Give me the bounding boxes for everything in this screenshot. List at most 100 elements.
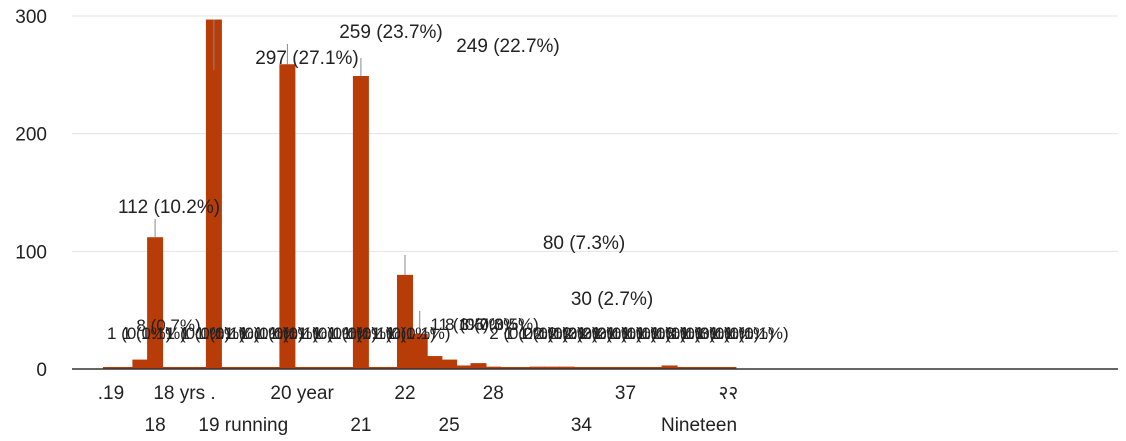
bar: [455, 365, 472, 369]
data-label: 5 (0.5%): [475, 315, 539, 334]
bar: [220, 367, 237, 369]
bar: [529, 366, 546, 369]
data-label: 1 (0.1%): [166, 324, 230, 343]
data-label: 259 (23.7%): [339, 22, 443, 43]
bar: [544, 366, 560, 369]
bar: [338, 367, 355, 369]
data-label: 112 (10.2%): [118, 197, 220, 218]
data-label: 1 (0.1%): [269, 324, 333, 343]
data-label: 1 (0.1%): [239, 324, 303, 343]
data-label: 30 (2.7%): [571, 289, 653, 310]
x-tick-label: 21: [350, 415, 371, 436]
x-tick-label: Nineteen: [661, 415, 737, 436]
data-label: 1 (0.1%): [607, 324, 671, 343]
x-axis-tick-labels: .19 18 yrs . 20 year 22 28 37 २२ 18 19 running 21…: [98, 383, 738, 436]
bar: [308, 367, 325, 369]
bar: [558, 366, 575, 369]
data-label: 1 (0.1%): [695, 324, 759, 343]
bar: [250, 367, 266, 369]
bar: [323, 367, 340, 369]
bar: [588, 367, 605, 369]
data-label: 1 (0.1%): [592, 324, 656, 343]
y-tick-label: 0: [36, 360, 47, 381]
bar: [382, 367, 399, 369]
x-tick-label: 18: [145, 415, 166, 436]
x-tick-label: 18 yrs .: [153, 383, 215, 404]
data-label: 1 (0.1%): [519, 324, 583, 343]
data-label: 1 (0.1%): [313, 324, 377, 343]
data-label: 2 (0.2%): [489, 324, 553, 343]
bar: [441, 359, 458, 369]
data-label: 297 (27.1%): [255, 48, 359, 69]
data-label: 1 (0.1%): [577, 324, 641, 343]
data-label: 1 (0.1%): [254, 324, 318, 343]
y-tick-label: 100: [15, 242, 47, 263]
bar: [279, 64, 296, 369]
x-tick-label: २२: [719, 383, 739, 404]
bar: [720, 367, 737, 369]
bar: [470, 363, 487, 369]
x-tick-label: 20 year: [270, 383, 334, 404]
bar: [294, 367, 311, 369]
bar: [485, 366, 502, 369]
data-label: 1 (0.1%): [298, 324, 362, 343]
data-label: 1 (0.1%): [710, 324, 774, 343]
bar: [411, 333, 428, 369]
data-label: 11 (1%): [430, 315, 488, 334]
data-label: 80 (7.3%): [543, 233, 625, 254]
bar: [514, 367, 531, 369]
x-tick-label: 19 running: [198, 415, 288, 436]
bars: [103, 19, 737, 370]
bar: [705, 367, 722, 369]
bar: [426, 356, 443, 369]
data-label: 1 (0.1%): [372, 324, 436, 343]
data-label: 2 (0.2%): [563, 324, 627, 343]
y-tick-label: 300: [15, 7, 47, 28]
bar: [676, 367, 693, 369]
data-label: 1 (0.1%): [342, 324, 406, 343]
data-label: 1 (0.1%): [622, 324, 686, 343]
bar: [103, 367, 119, 369]
data-label: 1 (0.1%): [181, 324, 245, 343]
data-label: 1 (0.1%): [680, 324, 744, 343]
data-label: 1 (0.1%): [122, 324, 186, 343]
bar: [661, 365, 678, 369]
bar: [176, 367, 193, 369]
bar: [646, 367, 663, 369]
bar: [205, 19, 222, 370]
data-label: 2 (0.2%): [533, 324, 597, 343]
bar: [147, 237, 164, 369]
data-label: 1 (0.1%): [724, 324, 788, 343]
bar: [235, 367, 252, 369]
data-label: 1 (0.1%): [225, 324, 289, 343]
bar: [691, 367, 707, 369]
bar: [117, 367, 134, 369]
y-axis-tick-labels: 0 100 200 300: [15, 7, 47, 381]
bar: [617, 367, 634, 369]
data-label: 1 (0.1%): [504, 324, 568, 343]
data-label: 1 (0.1%): [386, 324, 450, 343]
data-label: 1 (0.1%): [636, 324, 700, 343]
x-tick-label: 37: [615, 383, 636, 404]
data-label: 3 (0.3%): [460, 315, 524, 334]
bar: [397, 274, 413, 369]
bar: [367, 367, 384, 369]
data-label: 8 (0.7%): [136, 316, 200, 335]
data-labels: 112 (10.2%) 297 (27.1%) 259 (23.7%) 249 (22…: [107, 19, 789, 343]
x-tick-label: 25: [439, 415, 460, 436]
data-label: 2 (0.2%): [548, 324, 612, 343]
bar: [132, 359, 149, 369]
bar: [602, 367, 619, 369]
bar: [632, 367, 649, 369]
bar: [161, 367, 178, 369]
x-tick-label: 34: [571, 415, 593, 436]
grid-lines: [72, 15, 1118, 252]
bar: [352, 76, 369, 369]
data-label: 1 (0.1%): [107, 324, 171, 343]
x-tick-label: 28: [483, 383, 504, 404]
bar: [264, 367, 281, 369]
x-tick-label: 22: [394, 383, 415, 404]
data-label: 249 (22.7%): [456, 36, 560, 57]
data-label: 1 (0.1%): [195, 324, 259, 343]
